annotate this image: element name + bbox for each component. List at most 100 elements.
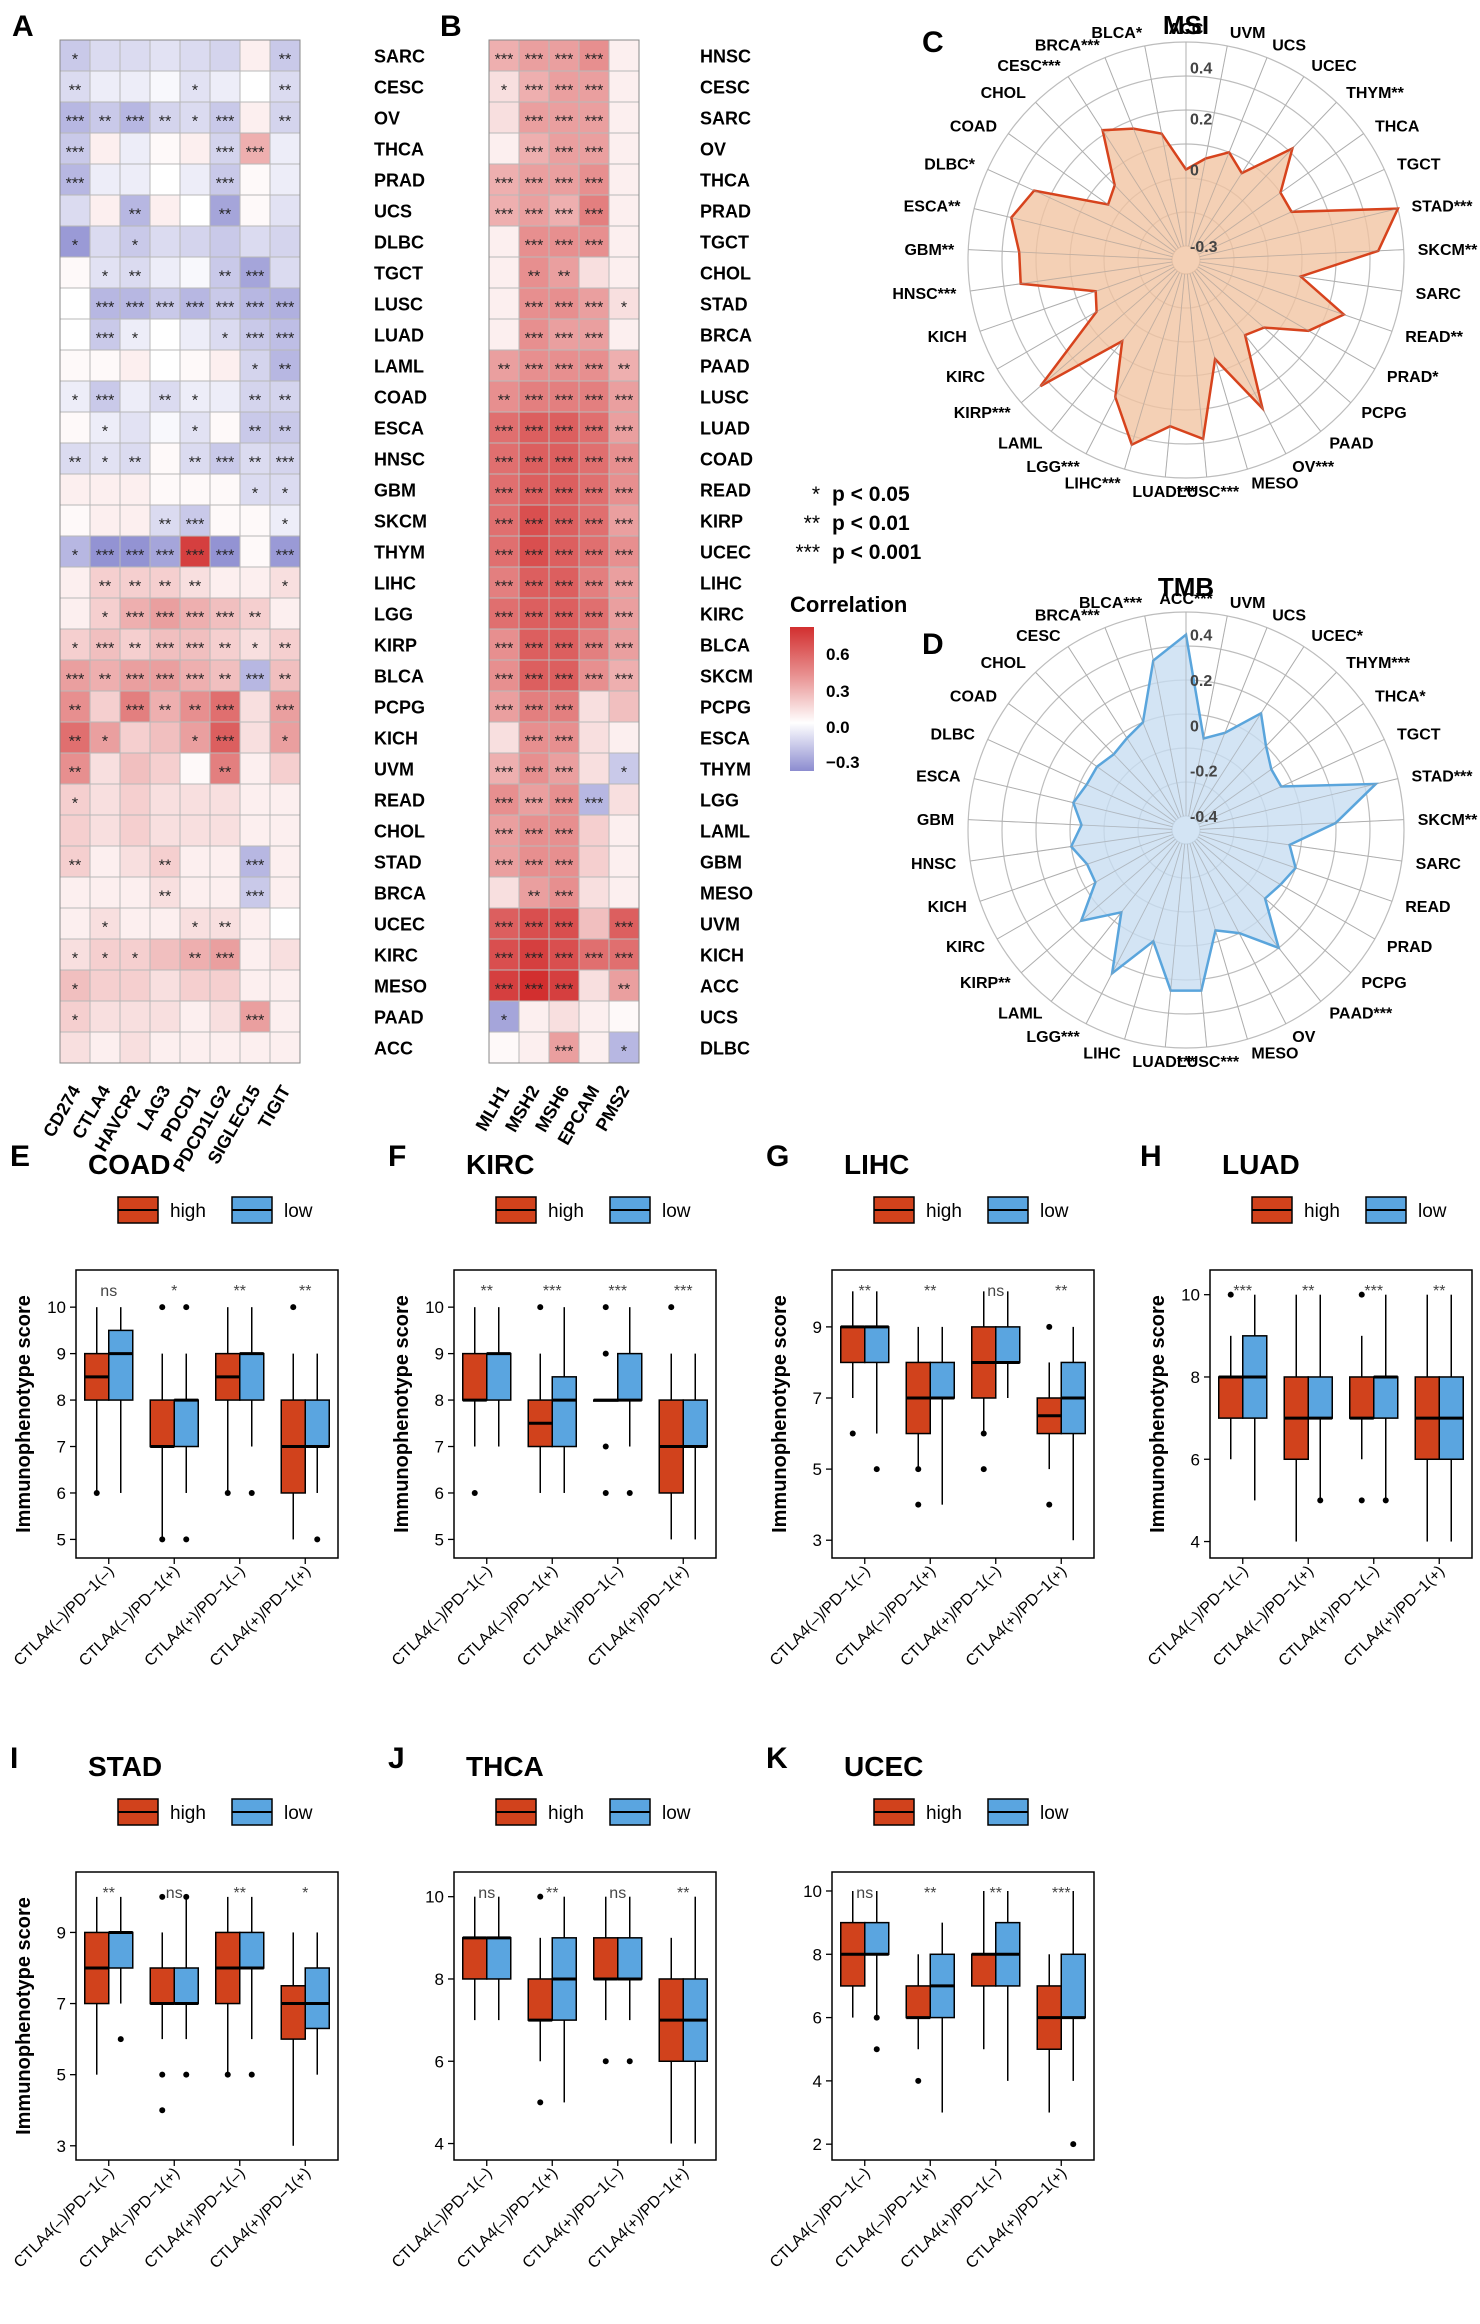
cell-stars: * <box>192 734 198 751</box>
row-label: STAD <box>700 295 748 315</box>
box-outlier <box>183 2071 190 2078</box>
box-high <box>527 1978 553 2021</box>
heatmap-cell <box>518 938 550 971</box>
heatmap-cell <box>89 597 121 630</box>
cell-stars: *** <box>585 610 604 627</box>
cell-stars: ** <box>618 362 630 379</box>
radar-category-label: LUAD*** <box>1132 1054 1196 1071</box>
heatmap-cell <box>518 194 550 227</box>
y-tick-label: 10 <box>1181 1286 1200 1305</box>
cell-stars: ** <box>99 672 111 689</box>
cell-stars: *** <box>246 331 265 348</box>
heatmap-cell <box>209 504 241 537</box>
heatmap-cell <box>488 845 520 878</box>
boxplot-title: LIHC <box>844 1149 909 1180</box>
cell-stars: *** <box>495 52 514 69</box>
y-axis-label: Immunophenotype score <box>13 1897 35 2135</box>
heatmap-cell <box>179 1000 211 1033</box>
cell-stars: ** <box>99 579 111 596</box>
heatmap-cell <box>269 1000 301 1033</box>
box-low <box>1307 1376 1333 1419</box>
heatmap-cell <box>89 690 121 723</box>
cell-stars: * <box>282 579 288 596</box>
legend-label-low: low <box>284 1803 313 1824</box>
radar-spoke-overlay <box>997 836 1175 940</box>
row-label: READ <box>374 791 425 811</box>
heatmap-cell <box>578 659 610 692</box>
cell-stars: *** <box>216 703 235 720</box>
heatmap-cell <box>179 411 211 444</box>
cell-stars: *** <box>216 145 235 162</box>
cell-stars: *** <box>525 982 544 999</box>
panel-letter-k: K <box>766 1742 788 1775</box>
cell-stars: *** <box>495 858 514 875</box>
box-outlier <box>602 1443 609 1450</box>
heatmap-cell <box>239 225 271 258</box>
heatmap-cell <box>608 132 640 165</box>
cell-stars: * <box>102 455 108 472</box>
cell-stars: * <box>282 734 288 751</box>
radar-spoke-overlay <box>1144 45 1184 247</box>
radar-category-label: OV*** <box>1292 459 1335 476</box>
row-label: PRAD <box>700 202 751 222</box>
heatmap-cell <box>578 969 610 1002</box>
cell-stars: *** <box>555 827 574 844</box>
radar-category-label: ESCA <box>916 768 961 785</box>
cell-stars: *** <box>555 982 574 999</box>
heatmap-cell <box>608 256 640 289</box>
cell-stars: *** <box>525 858 544 875</box>
heatmap-cell <box>518 70 550 103</box>
heatmap-cell <box>89 225 121 258</box>
heatmap-cell <box>488 752 520 785</box>
heatmap-cell <box>269 814 301 847</box>
heatmap-cell <box>578 504 610 537</box>
radar-category-label: PRAD* <box>1387 369 1439 386</box>
heatmap-cell <box>548 163 580 196</box>
heatmap-cell <box>488 1031 520 1064</box>
heatmap-cell <box>89 659 121 692</box>
heatmap-cell <box>239 442 271 475</box>
y-tick-label: 7 <box>435 1438 444 1457</box>
heatmap-cell <box>149 256 181 289</box>
cell-stars: *** <box>525 455 544 472</box>
heatmap-cell <box>608 380 640 413</box>
heatmap-cell <box>179 101 211 134</box>
cell-stars: *** <box>615 548 634 565</box>
heatmap-cell <box>239 814 271 847</box>
cell-stars: ** <box>129 579 141 596</box>
heatmap-cell <box>518 349 550 382</box>
heatmap-cell <box>578 349 610 382</box>
heatmap-cell <box>179 535 211 568</box>
heatmap-cell <box>578 287 610 320</box>
radar-category-label: UCS <box>1272 608 1306 625</box>
y-tick-label: 6 <box>57 1484 66 1503</box>
box-outlier <box>1046 1323 1053 1330</box>
row-label: UCS <box>374 202 412 222</box>
cell-stars: ** <box>189 951 201 968</box>
y-tick-label: 4 <box>435 2135 444 2154</box>
cell-stars: *** <box>216 114 235 131</box>
cell-stars: *** <box>495 641 514 658</box>
heatmap-cell <box>89 194 121 227</box>
heatmap-cell <box>179 194 211 227</box>
row-label: BLCA <box>374 667 424 687</box>
heatmap-cell <box>518 442 550 475</box>
heatmap-cell <box>209 969 241 1002</box>
cell-stars: ** <box>279 52 291 69</box>
cell-stars: *** <box>246 889 265 906</box>
heatmap-cell <box>179 969 211 1002</box>
heatmap-cell <box>89 504 121 537</box>
radar-category-label: OV <box>1292 1029 1315 1046</box>
colorbar-tick-1: 0.3 <box>826 682 850 701</box>
heatmap-cell <box>239 163 271 196</box>
boxplot-title: THCA <box>466 1751 544 1782</box>
radar-category-label: LAML <box>998 435 1043 452</box>
row-label: PCPG <box>700 698 751 718</box>
radar-spoke-overlay <box>987 739 1174 825</box>
box-low <box>108 1931 134 1969</box>
radar-spoke-overlay <box>1188 45 1228 247</box>
radar-spoke-overlay <box>997 266 1175 370</box>
box-outlier <box>290 1304 297 1311</box>
row-label: READ <box>700 481 751 501</box>
